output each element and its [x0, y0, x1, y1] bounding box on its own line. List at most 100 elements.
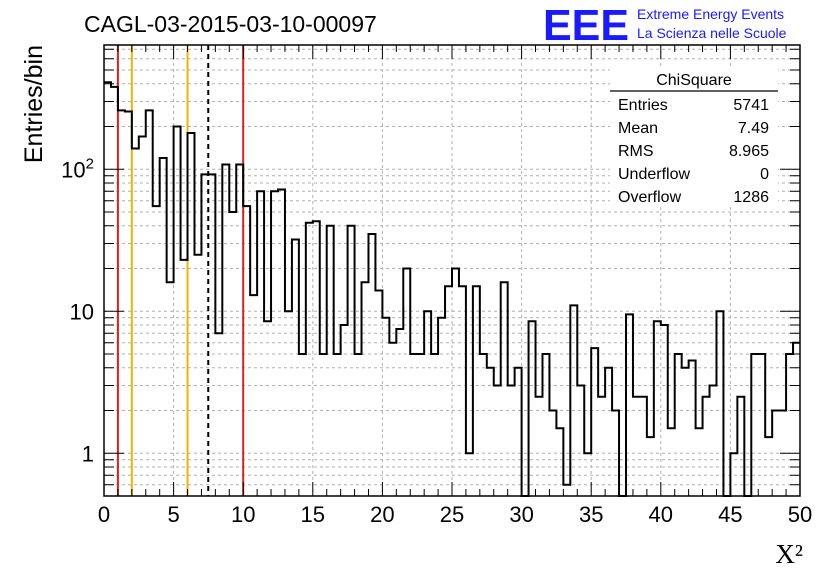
histogram-bin: [591, 348, 598, 496]
stats-value-mean: 7.49: [738, 120, 769, 137]
histogram-bin: [563, 485, 570, 496]
stats-value-rms: 8.965: [729, 143, 769, 160]
histogram-bin: [515, 368, 522, 496]
x-tick-label: 35: [579, 502, 603, 527]
x-tick-label: 50: [788, 502, 812, 527]
x-tick-label: 20: [370, 502, 394, 527]
histogram-bin: [640, 397, 647, 496]
histogram-bin: [362, 282, 369, 496]
stats-label-mean: Mean: [618, 120, 658, 137]
histogram-bin: [355, 354, 362, 496]
histogram-outline: [104, 81, 800, 497]
histogram-bin: [285, 311, 292, 496]
histogram-bin: [737, 397, 744, 496]
histogram-bin: [181, 260, 188, 496]
histogram-bin: [160, 158, 167, 496]
histogram-bin: [682, 368, 689, 496]
stats-label-overflow: Overflow: [618, 189, 682, 206]
histogram-bin: [118, 110, 125, 496]
histogram-bin: [786, 354, 793, 496]
histogram-bin: [793, 343, 800, 496]
histogram-bin: [758, 354, 765, 496]
histogram-bin: [424, 311, 431, 496]
stats-box: ChiSquare Entries 5741 Mean 7.49 RMS 8.9…: [610, 66, 778, 206]
stats-title: ChiSquare: [656, 72, 732, 89]
x-tick-label: 0: [98, 502, 110, 527]
y-tick-label: 1: [82, 441, 94, 466]
histogram-bin: [139, 137, 146, 496]
histogram-bin: [153, 206, 160, 496]
stats-value-overflow: 1286: [733, 189, 769, 206]
histogram-bin: [215, 333, 222, 496]
histogram-bin: [654, 321, 661, 496]
histogram-bin: [494, 386, 501, 496]
histogram-bin: [382, 318, 389, 496]
histogram-bin: [271, 191, 278, 496]
histogram-bin: [167, 282, 174, 496]
histogram-bin: [605, 368, 612, 496]
histogram-bin: [508, 386, 515, 496]
x-tick-label: 15: [301, 502, 325, 527]
chart-title: CAGL-03-2015-03-10-00097: [84, 11, 377, 37]
histogram-bin: [668, 428, 675, 496]
histogram-bin: [236, 165, 243, 496]
histogram-bin: [111, 87, 118, 496]
histogram-bin: [146, 110, 153, 496]
x-axis-label: X²: [775, 539, 803, 569]
logo-line-1: Extreme Energy Events: [637, 6, 784, 22]
grid: [104, 45, 800, 497]
histogram-bin: [222, 165, 229, 496]
histogram-bin: [188, 133, 195, 496]
histogram-bin: [334, 354, 341, 496]
histogram-bin: [501, 282, 508, 496]
reference-lines: [116, 45, 245, 496]
histogram-bin: [751, 354, 758, 496]
histogram-bin: [417, 354, 424, 496]
x-tick-label: 10: [231, 502, 255, 527]
stats-value-entries: 5741: [733, 97, 769, 114]
x-tick-label: 5: [167, 502, 179, 527]
histogram-bin: [320, 354, 327, 496]
x-tick-label: 25: [440, 502, 464, 527]
histogram-bin: [633, 397, 640, 496]
histogram-bin: [389, 343, 396, 496]
histogram-bin: [487, 368, 494, 496]
histogram-bin: [257, 191, 264, 496]
x-tick-label: 45: [718, 502, 742, 527]
histogram-bin: [452, 269, 459, 496]
histogram-bin: [536, 397, 543, 496]
histogram-bins: [104, 81, 800, 497]
histogram-bin: [313, 221, 320, 496]
stats-label-rms: RMS: [618, 143, 654, 160]
histogram-bin: [696, 428, 703, 496]
histogram-bin: [264, 321, 271, 496]
logo-line-2: La Scienza nelle Scuole: [637, 25, 787, 41]
histogram-bin: [577, 386, 584, 496]
histogram-bin: [542, 354, 549, 496]
histogram-bin: [716, 311, 723, 496]
histogram-bin: [243, 206, 250, 496]
histogram-bin: [306, 223, 313, 496]
histogram-bin: [480, 354, 487, 496]
histogram-bin: [375, 291, 382, 496]
histogram-bin: [403, 269, 410, 496]
eee-logo-mark: EEE: [543, 1, 629, 50]
stats-value-underflow: 0: [760, 166, 769, 183]
histogram-bin: [703, 397, 710, 496]
stats-label-underflow: Underflow: [618, 166, 690, 183]
histogram-bin: [675, 354, 682, 496]
stats-label-entries: Entries: [618, 97, 668, 114]
histogram-bin: [529, 321, 536, 496]
histogram-bin: [368, 234, 375, 496]
histogram-bin: [626, 314, 633, 496]
histogram-bin: [710, 386, 717, 496]
histogram-bin: [556, 428, 563, 496]
x-tick-label: 30: [509, 502, 533, 527]
y-axis-label: Entries/bin: [20, 45, 48, 163]
histogram-bin: [438, 318, 445, 496]
histogram-bin: [431, 354, 438, 496]
histogram-bin: [598, 397, 605, 496]
histogram-bin: [208, 174, 215, 496]
histogram-bin: [104, 82, 111, 496]
